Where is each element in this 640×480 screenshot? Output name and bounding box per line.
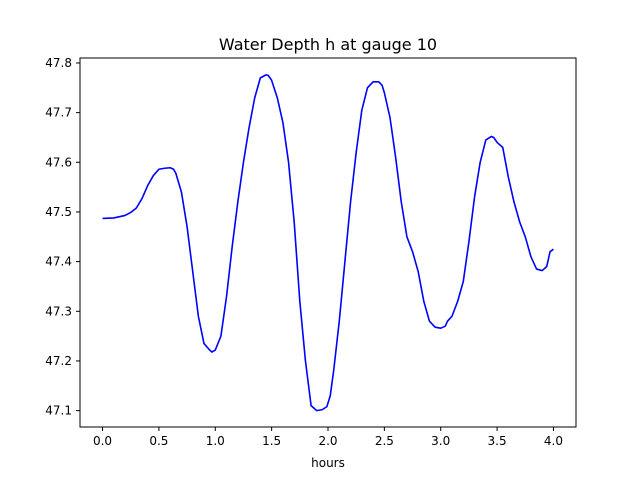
y-tick-label: 47.8 (45, 56, 72, 70)
x-tick-label: 1.0 (206, 434, 225, 448)
x-axis: 0.0 0.5 1.0 1.5 2.0 2.5 3.0 3.5 4.0 (93, 427, 563, 448)
y-tick-label: 47.7 (45, 106, 72, 120)
x-tick-label: 0.0 (93, 434, 112, 448)
x-tick-label: 3.0 (431, 434, 450, 448)
x-axis-label: hours (311, 456, 345, 470)
y-tick-label: 47.2 (45, 354, 72, 368)
x-tick-label: 4.0 (544, 434, 563, 448)
x-tick-label: 3.5 (488, 434, 507, 448)
y-axis: 47.1 47.2 47.3 47.4 47.5 47.6 47.7 47.8 (45, 56, 80, 418)
y-tick-label: 47.4 (45, 255, 72, 269)
x-tick-label: 2.0 (318, 434, 337, 448)
y-tick-label: 47.5 (45, 205, 72, 219)
x-tick-label: 1.5 (262, 434, 281, 448)
chart-title: Water Depth h at gauge 10 (219, 35, 437, 54)
x-tick-label: 2.5 (375, 434, 394, 448)
y-tick-label: 47.1 (45, 404, 72, 418)
series-line (102, 74, 554, 412)
y-tick-label: 47.3 (45, 304, 72, 318)
x-tick-label: 0.5 (149, 434, 168, 448)
plot-area (102, 74, 554, 412)
y-tick-label: 47.6 (45, 155, 72, 169)
